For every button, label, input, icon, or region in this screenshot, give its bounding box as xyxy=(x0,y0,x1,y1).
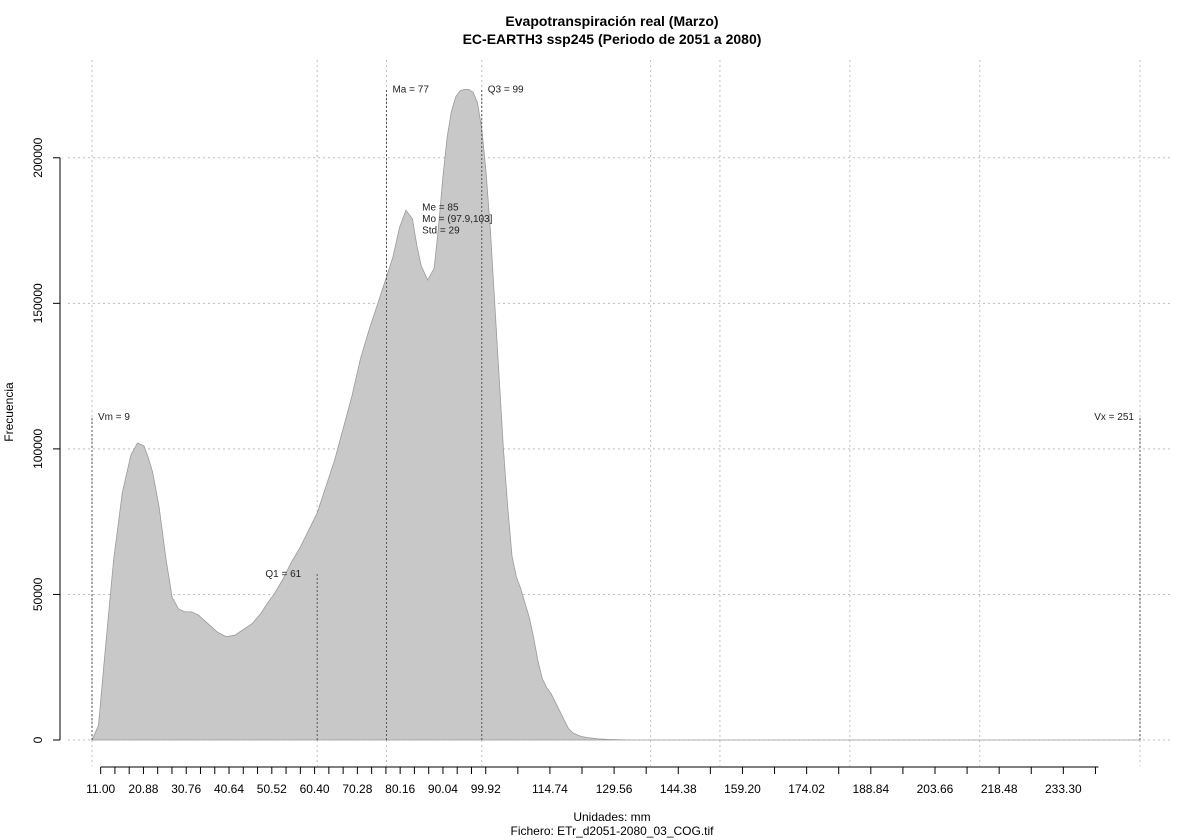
x-tick-label: 70.28 xyxy=(342,782,372,796)
x-tick-label: 174.02 xyxy=(788,782,825,796)
stat-label-ma: Ma = 77 xyxy=(392,84,429,95)
x-tick-label: 188.84 xyxy=(852,782,889,796)
x-tick-label: 99.92 xyxy=(471,782,501,796)
y-tick-label: 50000 xyxy=(31,577,45,611)
y-tick-label: 200000 xyxy=(31,137,45,177)
y-tick-label: 0 xyxy=(31,736,45,743)
file-name-label: Fichero: ETr_d2051-2080_03_COG.tif xyxy=(511,824,715,838)
density-area xyxy=(91,88,1140,741)
y-axis-label: Frecuencia xyxy=(2,382,16,442)
density-area-layer xyxy=(91,88,1140,741)
x-axis-label: Unidades: mm xyxy=(573,810,650,824)
text-layer: Evapotranspiración real (Marzo) EC-EARTH… xyxy=(2,13,1134,838)
stats-line: Me = 85 xyxy=(422,202,459,213)
x-tick-label: 50.52 xyxy=(257,782,287,796)
x-tick-label: 129.56 xyxy=(596,782,633,796)
x-tick-label: 20.88 xyxy=(128,782,158,796)
x-tick-label: 11.00 xyxy=(86,782,115,796)
y-tick-label: 100000 xyxy=(31,429,45,469)
x-tick-label: 90.04 xyxy=(428,782,458,796)
x-tick-label: 30.76 xyxy=(171,782,201,796)
x-tick-label: 114.74 xyxy=(532,782,568,796)
stat-label-q3: Q3 = 99 xyxy=(488,84,524,95)
x-tick-label: 40.64 xyxy=(214,782,244,796)
axes-layer: 0 50000 100000 150000 200000 11.00 20.88 30.76 4… xyxy=(31,137,1099,796)
stat-label-vm: Vm = 9 xyxy=(98,412,130,423)
x-tick-label: 144.38 xyxy=(660,782,697,796)
chart-subtitle: EC-EARTH3 ssp245 (Periodo de 2051 a 2080… xyxy=(463,31,762,47)
y-tick-label: 150000 xyxy=(31,283,45,323)
chart-title: Evapotranspiración real (Marzo) xyxy=(505,13,718,29)
x-tick-label: 233.30 xyxy=(1045,782,1082,796)
x-tick-label: 159.20 xyxy=(724,782,761,796)
stat-label-vx: Vx = 251 xyxy=(1094,412,1134,423)
x-tick-label: 80.16 xyxy=(385,782,415,796)
x-tick-label: 218.48 xyxy=(981,782,1018,796)
stats-line: Std = 29 xyxy=(422,225,460,236)
x-tick-label: 60.40 xyxy=(300,782,330,796)
stat-label-q1: Q1 = 61 xyxy=(265,569,301,580)
statistic-lines-layer xyxy=(91,89,1141,740)
stats-line: Mo = (97.9,103] xyxy=(422,214,493,225)
x-tick-label: 203.66 xyxy=(917,782,954,796)
